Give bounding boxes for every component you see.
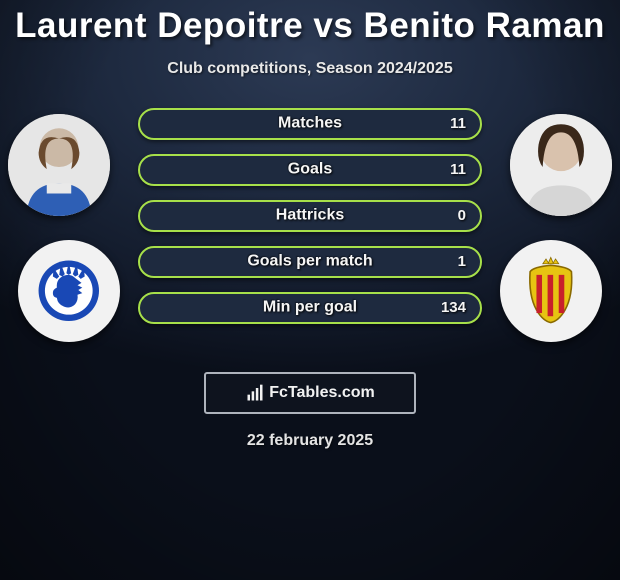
stat-label: Min per goal — [263, 299, 357, 317]
stat-value: 11 — [450, 161, 466, 178]
stat-label: Goals — [288, 161, 332, 179]
branding-text: FcTables.com — [269, 384, 375, 402]
date-text: 22 february 2025 — [0, 432, 620, 450]
stat-value: 1 — [458, 253, 466, 270]
club-crest-icon — [511, 251, 591, 331]
chart-icon — [245, 383, 265, 403]
stat-label: Hattricks — [276, 207, 344, 225]
comparison-stage: Matches 11 Goals 11 Hattricks 0 Goals pe… — [0, 108, 620, 368]
stat-pill: Goals 11 — [138, 154, 482, 186]
person-icon — [8, 114, 110, 216]
crest-left — [18, 240, 120, 342]
stat-label: Goals per match — [247, 253, 372, 271]
stat-pill: Goals per match 1 — [138, 246, 482, 278]
stat-pill: Hattricks 0 — [138, 200, 482, 232]
crest-right — [500, 240, 602, 342]
player-left-avatar — [8, 114, 110, 216]
stat-value: 0 — [458, 207, 466, 224]
subtitle: Club competitions, Season 2024/2025 — [0, 60, 620, 78]
branding-box: FcTables.com — [204, 372, 416, 414]
stat-value: 11 — [450, 115, 466, 132]
stat-pill: Matches 11 — [138, 108, 482, 140]
player-right-avatar — [510, 114, 612, 216]
stat-value: 134 — [441, 299, 466, 316]
person-icon — [510, 114, 612, 216]
stat-pill-list: Matches 11 Goals 11 Hattricks 0 Goals pe… — [138, 108, 482, 338]
content-container: Laurent Depoitre vs Benito Raman Club co… — [0, 0, 620, 450]
club-crest-icon — [29, 251, 109, 331]
stat-label: Matches — [278, 115, 342, 133]
page-title: Laurent Depoitre vs Benito Raman — [0, 6, 620, 46]
stat-pill: Min per goal 134 — [138, 292, 482, 324]
